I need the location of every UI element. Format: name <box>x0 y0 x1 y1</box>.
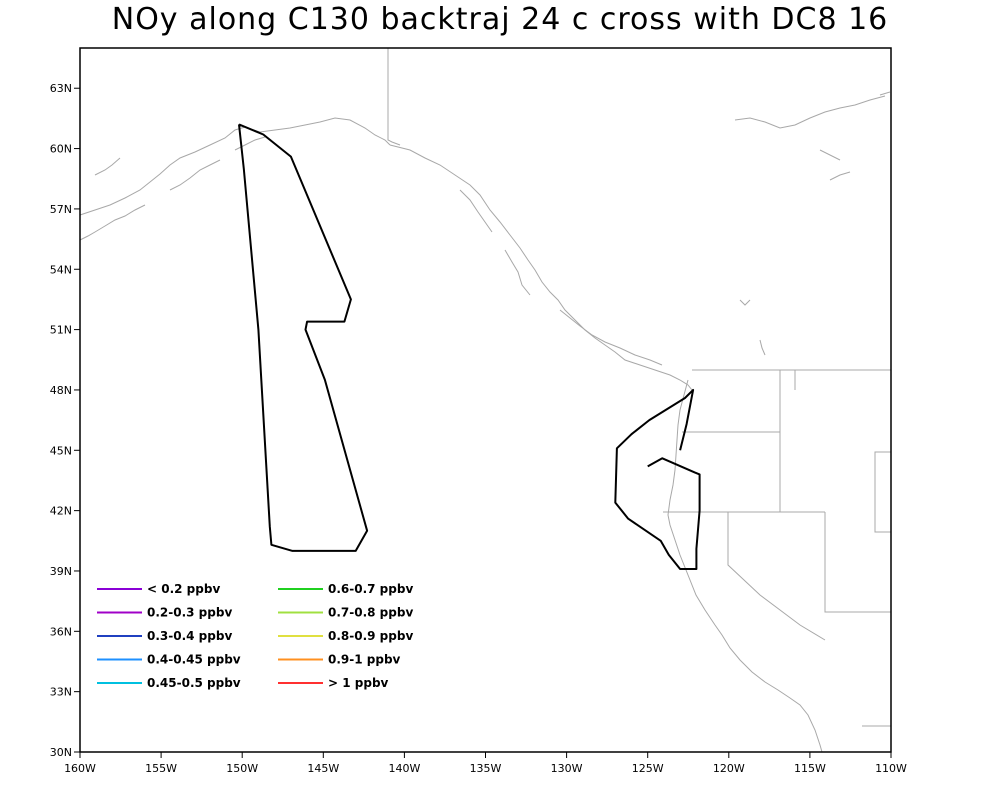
flight-track-1 <box>238 123 369 552</box>
map-title: NOy along C130 backtraj 24 c cross with … <box>111 2 889 37</box>
x-tick-label: 140W <box>388 762 420 775</box>
legend-label: 0.6-0.7 ppbv <box>328 582 413 596</box>
x-tick-label: 150W <box>226 762 258 775</box>
x-tick-label: 115W <box>794 762 826 775</box>
y-tick-label: 33N <box>50 686 72 699</box>
x-tick-label: 110W <box>875 762 907 775</box>
x-tick-label: 120W <box>713 762 745 775</box>
coastline-layer <box>79 91 891 753</box>
legend-label: 0.8-0.9 ppbv <box>328 629 413 643</box>
legend-label: < 0.2 ppbv <box>147 582 220 596</box>
legend-label: > 1 ppbv <box>328 676 389 690</box>
y-tick-label: 42N <box>50 505 72 518</box>
y-tick-label: 63N <box>50 82 72 95</box>
y-tick-label: 39N <box>50 565 72 578</box>
x-tick-label: 125W <box>632 762 664 775</box>
flight-track-2 <box>614 388 701 570</box>
map-axes: 160W 155W 150W 145W 140W 135W 130W 125W 120W 115W… <box>50 82 907 775</box>
legend-label: 0.9-1 ppbv <box>328 653 401 667</box>
legend-label: 0.45-0.5 ppbv <box>147 676 241 690</box>
y-tick-label: 51N <box>50 324 72 337</box>
legend-label: 0.3-0.4 ppbv <box>147 629 232 643</box>
x-tick-label: 160W <box>64 762 96 775</box>
flight-tracks-layer <box>238 123 701 570</box>
legend-label: 0.4-0.45 ppbv <box>147 653 241 667</box>
legend-label: 0.7-0.8 ppbv <box>328 606 413 620</box>
legend: < 0.2 ppbv 0.2-0.3 ppbv 0.3-0.4 ppbv 0.4-0.… <box>97 582 413 690</box>
x-tick-label: 155W <box>145 762 177 775</box>
y-tick-label: 57N <box>50 203 72 216</box>
political-borders-layer <box>387 48 892 727</box>
y-tick-label: 54N <box>50 263 72 276</box>
y-tick-label: 36N <box>50 625 72 638</box>
y-tick-label: 48N <box>50 384 72 397</box>
x-tick-label: 135W <box>470 762 502 775</box>
y-tick-label: 30N <box>50 746 72 759</box>
y-tick-label: 60N <box>50 143 72 156</box>
y-tick-label: 45N <box>50 444 72 457</box>
legend-label: 0.2-0.3 ppbv <box>147 606 232 620</box>
x-tick-label: 130W <box>551 762 583 775</box>
x-tick-label: 145W <box>307 762 339 775</box>
map-frame <box>79 47 892 753</box>
